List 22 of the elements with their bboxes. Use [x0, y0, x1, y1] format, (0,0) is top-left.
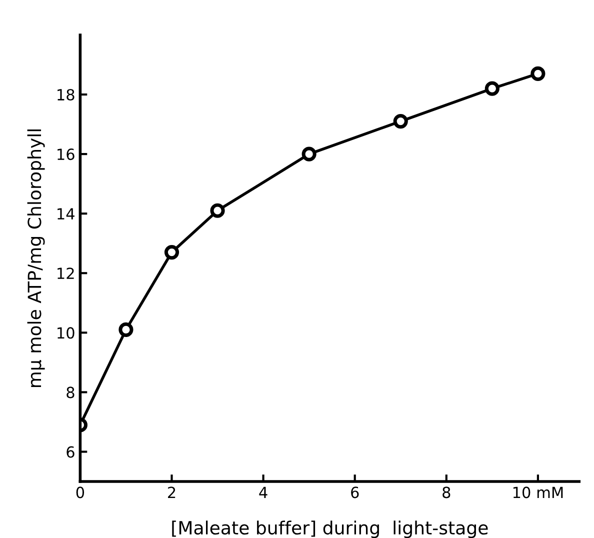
y-tick-label: 14	[58, 208, 74, 220]
x-tick-label: 0	[76, 486, 84, 498]
y-tick-label: 10	[58, 327, 74, 339]
y-tick-label: 6	[66, 446, 74, 458]
point	[164, 244, 180, 260]
point	[530, 66, 546, 81]
y-tick-label: 18	[58, 88, 74, 101]
x-tick-label: 2	[168, 486, 176, 498]
y-tick-label: 12	[58, 268, 74, 279]
x-tick-label: 8	[442, 486, 450, 498]
point	[210, 203, 225, 218]
x-tick-label: 6	[351, 486, 359, 498]
x-axis-title: [Maleate buffer] during light-stage	[172, 520, 488, 538]
point	[393, 114, 408, 129]
point	[118, 322, 134, 337]
point	[484, 81, 500, 96]
x-tick-label: 10 mM	[513, 486, 563, 498]
x-tick-label: 4	[259, 486, 268, 498]
y-tick-label: 8	[66, 386, 74, 398]
y-axis-title: mμ mole ATP/mg Chlorophyll	[27, 130, 45, 388]
point	[302, 146, 316, 162]
y-tick-label: 16	[58, 148, 74, 160]
